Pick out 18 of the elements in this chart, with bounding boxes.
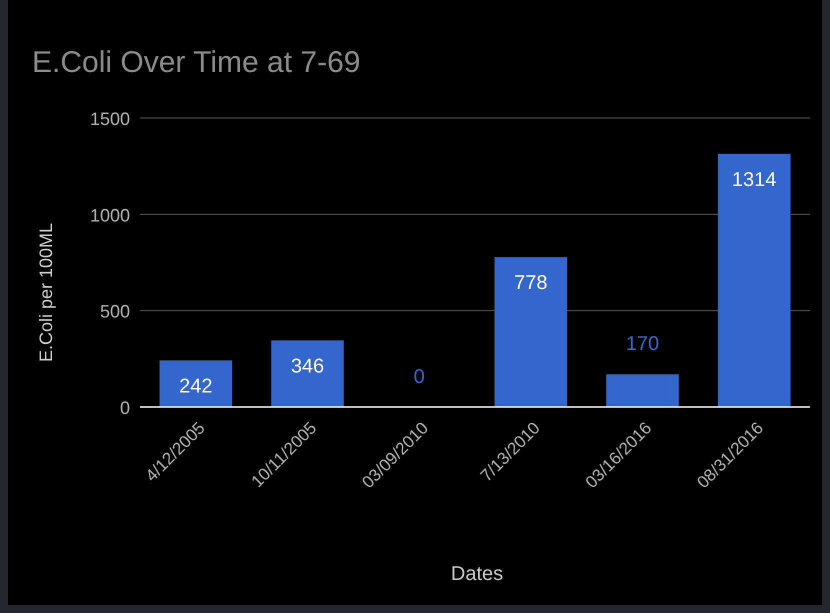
data-label: 346: [290, 355, 324, 378]
y-tick-label: 500: [100, 302, 130, 322]
chart-title: E.Coli Over Time at 7-69: [32, 46, 360, 79]
bar: [718, 154, 790, 407]
bar: [160, 360, 232, 407]
y-tick-label: 1000: [90, 205, 130, 226]
data-label: 242: [179, 375, 213, 398]
data-label: 778: [514, 272, 548, 294]
bar: [606, 374, 679, 407]
data-label: 0: [414, 366, 425, 388]
y-tick-label: 1500: [90, 109, 130, 129]
y-axis-title: E.Coli per 100ML: [36, 222, 56, 362]
bar: [271, 340, 344, 407]
x-axis-title: Dates: [450, 563, 504, 585]
bar: [494, 257, 568, 407]
y-tick-label: 0: [120, 398, 130, 418]
data-label: 170: [626, 333, 660, 356]
data-label: 1314: [732, 168, 776, 191]
